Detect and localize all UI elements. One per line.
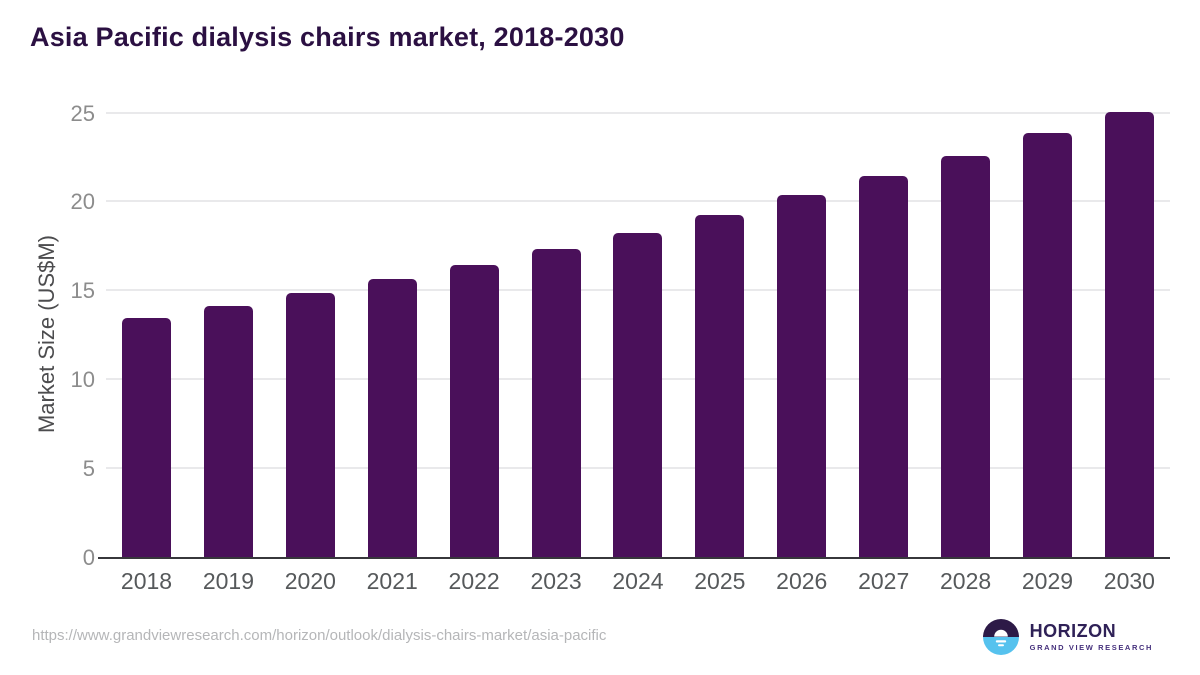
bar-2020 bbox=[285, 293, 335, 558]
bar-2018 bbox=[122, 317, 171, 558]
x-tick-2027: 2027 bbox=[858, 568, 910, 594]
logo-sky-half bbox=[982, 619, 1019, 637]
x-axis-line bbox=[98, 557, 1170, 559]
gridline-25 bbox=[106, 111, 1170, 114]
bar-2030 bbox=[1104, 111, 1154, 558]
x-tick-2019: 2019 bbox=[202, 568, 254, 594]
source-url: https://www.grandviewresearch.com/horizo… bbox=[32, 627, 607, 644]
x-tick-2021: 2021 bbox=[366, 568, 418, 594]
x-tick-2028: 2028 bbox=[939, 568, 992, 594]
y-tick-5: 5 bbox=[82, 456, 95, 482]
y-axis-title: Market Size (US$M) bbox=[34, 234, 59, 434]
bar-2029 bbox=[1022, 133, 1072, 558]
horizon-logo: HORIZON GRAND VIEW RESEARCH bbox=[981, 617, 1153, 657]
plot-area: 0 5 10 15 20 25 bbox=[71, 96, 1170, 570]
logo-sun-icon bbox=[993, 629, 1008, 637]
x-tick-2023: 2023 bbox=[530, 568, 582, 594]
bar-series bbox=[106, 96, 1170, 558]
bar-2028 bbox=[941, 156, 991, 558]
bar-2021 bbox=[367, 278, 417, 558]
logo-reflection-line-1 bbox=[995, 640, 1006, 643]
x-axis-tick-labels: 2018 2019 2020 2021 2022 2023 2024 2025 2026 2027… bbox=[106, 568, 1170, 595]
bar-2024 bbox=[613, 232, 663, 558]
x-tick-2024: 2024 bbox=[612, 568, 664, 594]
bar-2027 bbox=[859, 175, 909, 558]
y-tick-10: 10 bbox=[70, 367, 95, 393]
y-tick-15: 15 bbox=[70, 278, 95, 304]
x-tick-2022: 2022 bbox=[448, 568, 500, 594]
bar-2026 bbox=[777, 195, 827, 558]
x-tick-2030: 2030 bbox=[1103, 568, 1155, 594]
logo-subtitle: GRAND VIEW RESEARCH bbox=[1029, 643, 1153, 653]
x-tick-2029: 2029 bbox=[1021, 568, 1074, 594]
bar-2022 bbox=[449, 264, 499, 558]
bar-2025 bbox=[695, 214, 745, 558]
y-tick-0: 0 bbox=[82, 545, 95, 570]
horizon-logo-icon bbox=[982, 619, 1019, 655]
x-tick-2026: 2026 bbox=[776, 568, 828, 594]
x-tick-2018: 2018 bbox=[120, 568, 173, 594]
x-tick-2025: 2025 bbox=[694, 568, 746, 594]
logo-text: HORIZON GRAND VIEW RESEARCH bbox=[1030, 622, 1153, 652]
y-tick-25: 25 bbox=[70, 100, 95, 126]
logo-reflection-line-2 bbox=[997, 644, 1004, 647]
y-tick-20: 20 bbox=[70, 189, 95, 215]
gridline-20 bbox=[106, 200, 1170, 203]
bar-2023 bbox=[531, 248, 581, 558]
x-tick-2020: 2020 bbox=[284, 568, 336, 594]
chart-title: Asia Pacific dialysis chairs market, 201… bbox=[30, 22, 625, 52]
logo-wordmark: HORIZON bbox=[1029, 621, 1117, 642]
bar-2019 bbox=[203, 305, 253, 558]
